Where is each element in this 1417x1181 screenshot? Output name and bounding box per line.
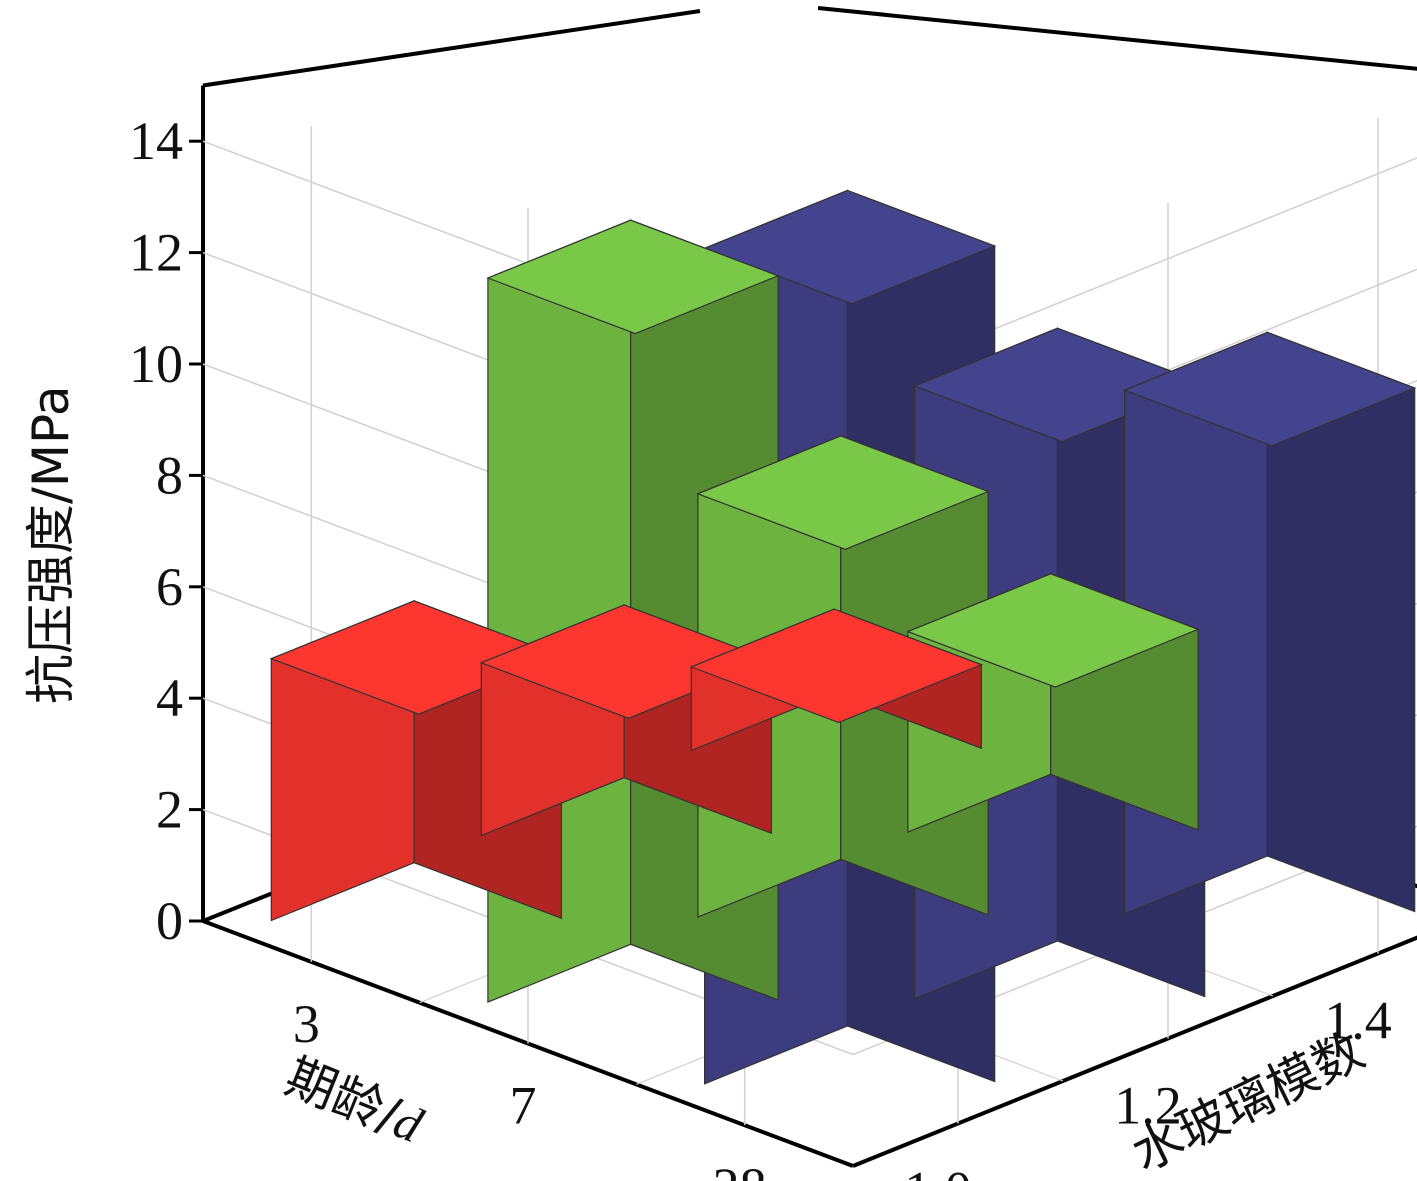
- z-tick-label: 10: [129, 334, 183, 394]
- modulus-tick-label: 1.0: [904, 1161, 972, 1181]
- top-right-edge: [817, 6, 1417, 71]
- z-tick-label: 14: [129, 111, 183, 171]
- bar-top-face: [689, 608, 984, 724]
- z-tick-label: 0: [156, 891, 183, 951]
- bar-top-face: [906, 573, 1200, 688]
- bar-top-face: [1122, 331, 1417, 447]
- bar-7-1.4: [906, 572, 1200, 833]
- bar-top-face: [486, 219, 780, 335]
- bar-3-1.4: [689, 608, 984, 752]
- modulus-tick-label: 1.2: [1114, 1076, 1182, 1136]
- bar-28-1.4: [1122, 331, 1417, 915]
- modulus-tick-label: 1.4: [1324, 991, 1392, 1051]
- z-tick-label: 4: [156, 668, 183, 728]
- age-tick-label: 28: [713, 1157, 767, 1181]
- z-tick-label: 8: [156, 445, 183, 505]
- top-left-edge: [202, 9, 701, 88]
- age-tick-label: 7: [510, 1076, 537, 1136]
- x-axis-title-text: 期龄/: [278, 1047, 408, 1145]
- bar-top-face: [696, 435, 990, 550]
- z-tick-label: 2: [156, 780, 183, 840]
- chart-bars: [269, 189, 1417, 1085]
- age-tick-label: 3: [293, 994, 320, 1054]
- z-axis-title: 抗压强度/MPa: [22, 385, 80, 704]
- z-tick-label: 6: [156, 557, 183, 617]
- z-tick-label: 12: [129, 223, 183, 283]
- x-axis-title: 期龄/d: [278, 1047, 432, 1154]
